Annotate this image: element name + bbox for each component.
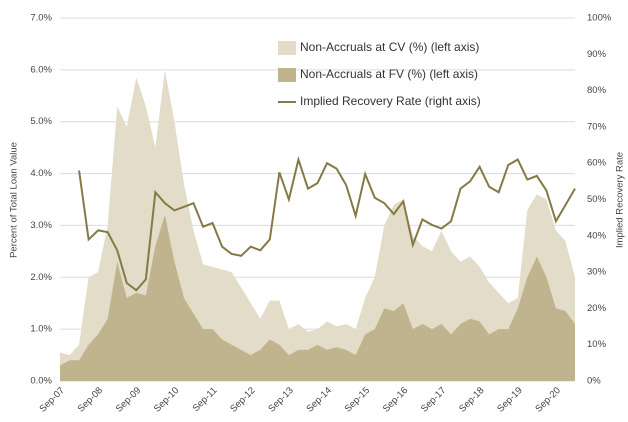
x-tick-label: Sep-20 <box>533 385 562 414</box>
y-tick-label: 1.0% <box>30 324 52 335</box>
legend-label: Non-Accruals at CV (%) (left axis) <box>300 40 479 54</box>
x-tick-label: Sep-13 <box>266 385 295 414</box>
y2-tick-label: 10% <box>587 339 607 350</box>
y2-tick-label: 30% <box>587 267 607 278</box>
legend-label: Non-Accruals at FV (%) (left axis) <box>300 67 478 81</box>
y-tick-label: 0.0% <box>30 376 52 387</box>
y-axis-label: Percent of Total Loan Value <box>9 142 20 258</box>
y2-tick-label: 20% <box>587 303 607 314</box>
x-tick-label: Sep-08 <box>76 385 105 414</box>
y2-tick-label: 40% <box>587 230 607 241</box>
x-tick-label: Sep-15 <box>343 385 372 414</box>
y2-tick-label: 70% <box>587 121 607 132</box>
y2-tick-label: 0% <box>587 376 601 387</box>
y2-tick-label: 60% <box>587 158 607 169</box>
x-tick-label: Sep-11 <box>191 385 220 414</box>
y2-tick-label: 80% <box>587 85 607 96</box>
y-tick-label: 2.0% <box>30 272 52 283</box>
y-tick-label: 5.0% <box>30 116 52 127</box>
x-tick-label: Sep-18 <box>457 385 486 414</box>
area <box>60 69 575 381</box>
y2-tick-label: 90% <box>587 49 607 60</box>
legend-swatch <box>278 41 296 55</box>
y-tick-label: 7.0% <box>30 13 52 24</box>
y-tick-label: 3.0% <box>30 220 52 231</box>
line <box>78 155 576 292</box>
x-tick-label: Sep-09 <box>114 385 143 414</box>
x-tick-label: Sep-14 <box>304 385 333 414</box>
x-tick-label: Sep-12 <box>228 385 257 414</box>
legend-label: Implied Recovery Rate (right axis) <box>300 94 481 108</box>
x-tick-label: Sep-19 <box>495 385 524 414</box>
legend-swatch <box>278 68 296 82</box>
x-tick-label: Sep-17 <box>419 385 448 414</box>
x-tick-label: Sep-07 <box>37 385 66 414</box>
y-tick-label: 6.0% <box>30 64 52 75</box>
x-tick-label: Sep-10 <box>152 385 181 414</box>
x-tick-label: Sep-16 <box>381 385 410 414</box>
y2-axis-label: Implied Recovery Rate <box>615 152 626 248</box>
y2-tick-label: 100% <box>587 13 612 24</box>
y2-tick-label: 50% <box>587 194 607 205</box>
y-tick-label: 4.0% <box>30 168 52 179</box>
area <box>60 215 575 381</box>
